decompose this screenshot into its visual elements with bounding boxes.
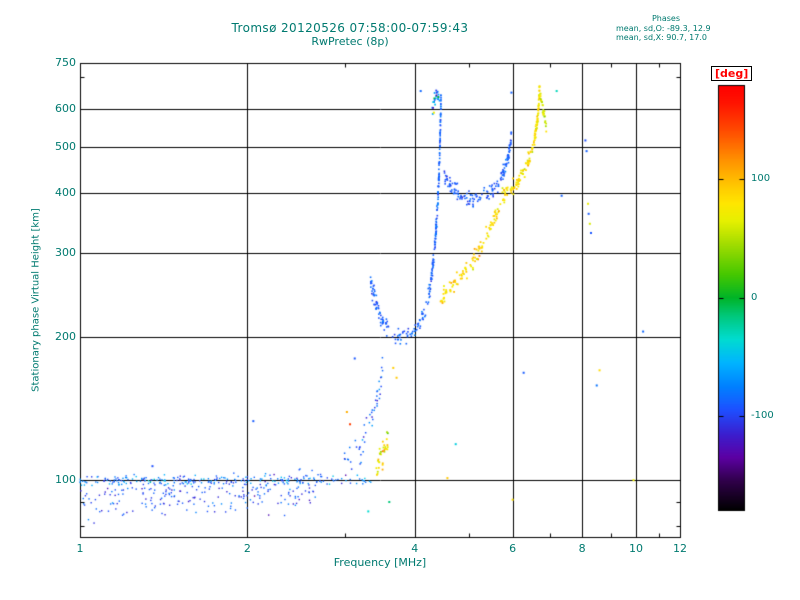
x-tick-label: 6 [509, 542, 517, 555]
phase-stats-x-line: mean, sd,X: 90.7, 17.0 [616, 33, 707, 42]
colorbar-tick-label: 0 [751, 291, 758, 303]
y-tick-label: 400 [55, 186, 76, 200]
y-tick-label: 600 [55, 102, 76, 116]
colorbar-tick-label: 100 [751, 173, 771, 185]
x-tick-label: 12 [673, 542, 687, 555]
phase-stats-block: Phases mean, sd,O: -89.3, 12.9 mean, sd,… [616, 14, 746, 43]
colorbar-tick-label: -100 [751, 409, 774, 421]
plot-title: Tromsø 20120526 07:58:00-07:59:43 [231, 21, 469, 35]
y-axis-label: Stationary phase Virtual Height [km] [30, 208, 42, 392]
x-tick-label: 2 [243, 542, 251, 555]
x-tick-label: 4 [411, 542, 419, 555]
x-tick-label: 10 [628, 542, 643, 555]
y-tick-label: 200 [55, 329, 76, 343]
phase-stats-o-line: mean, sd,O: -89.3, 12.9 [616, 23, 711, 33]
y-tick-label: 500 [55, 139, 76, 153]
y-tick-label: 300 [55, 245, 76, 259]
colorbar-unit-label: [deg] [711, 66, 753, 81]
plot-subtitle: RwPretec (8p) [311, 35, 389, 48]
x-axis-label: Frequency [MHz] [333, 556, 427, 569]
x-tick-label: 8 [578, 542, 586, 555]
y-tick-label: 100 [55, 473, 76, 487]
phase-stats-heading: Phases [651, 14, 681, 23]
y-tick-label: 750 [55, 56, 76, 69]
x-tick-label: 1 [76, 542, 84, 555]
